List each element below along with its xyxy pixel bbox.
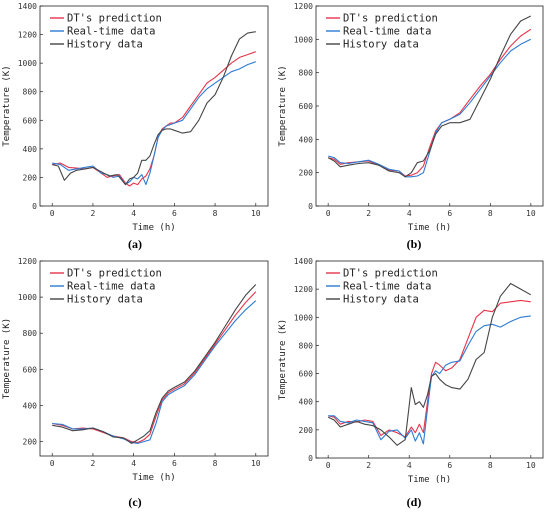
y-tick-label: 1200	[18, 257, 37, 266]
series-line-real-time-data	[328, 38, 532, 178]
x-axis-label: Time (h)	[132, 223, 175, 233]
x-axis-label: Time (h)	[132, 473, 175, 483]
y-tick-label: 1000	[18, 59, 37, 68]
legend-label: DT's prediction	[67, 13, 162, 25]
y-tick-label: 200	[299, 169, 314, 178]
panel-a: 0 2 4 6 8 10 0 200 400 600 800 1000 1200 1400 Time (h)…	[2, 2, 269, 251]
panel-caption: (a)	[128, 237, 142, 251]
plot-frame	[39, 5, 269, 207]
y-tick-label: 200	[23, 438, 38, 447]
x-tick-label: 2	[366, 209, 371, 218]
y-tick-label: 200	[23, 173, 38, 182]
y-tick-label: 200	[299, 426, 314, 435]
x-tick-label: 6	[447, 209, 452, 218]
legend-label: Real-time data	[67, 281, 156, 293]
x-tick-label: 6	[172, 459, 177, 468]
y-tick-label: 1000	[18, 293, 37, 302]
x-tick-label: 10	[526, 209, 536, 218]
y-axis-label: Temperature (K)	[278, 319, 288, 400]
x-tick-label: 8	[488, 209, 493, 218]
legend-label: History data	[343, 39, 419, 51]
x-axis-label: Time (h)	[408, 223, 451, 233]
y-tick-label: 400	[23, 145, 38, 154]
plot-frame	[39, 260, 269, 457]
y-axis-label: Temperature (K)	[2, 318, 12, 399]
y-tick-label: 0	[308, 202, 313, 211]
panel-caption: (b)	[407, 237, 422, 251]
x-tick-label: 0	[50, 459, 55, 468]
panel-caption: (c)	[128, 495, 141, 509]
y-tick-label: 1200	[294, 285, 313, 294]
x-tick-label: 4	[131, 209, 136, 218]
y-tick-label: 800	[299, 69, 314, 78]
x-tick-label: 8	[213, 459, 218, 468]
series-line-history-data	[52, 31, 256, 186]
panel-caption: (d)	[407, 495, 422, 509]
legend-label: Real-time data	[343, 26, 432, 38]
y-axis-label: Temperature (K)	[278, 65, 288, 146]
legend-label: DT's prediction	[67, 268, 162, 280]
panel-d: 0 2 4 6 8 10 0 200 400 600 800 1000 1200 1400 Time (h)…	[278, 257, 544, 509]
x-tick-label: 0	[326, 461, 331, 470]
series-line-dt-s-prediction	[328, 299, 531, 438]
legend-label: Real-time data	[343, 281, 432, 293]
x-tick-label: 10	[526, 461, 536, 470]
x-tick-label: 4	[407, 209, 412, 218]
y-tick-label: 0	[32, 202, 37, 211]
x-tick-label: 10	[251, 459, 261, 468]
x-tick-label: 0	[50, 209, 55, 218]
x-tick-label: 0	[326, 209, 331, 218]
y-tick-label: 1000	[294, 313, 313, 322]
panel-c: 0 2 4 6 8 10 200 400 600 800 1000 1200 Time (h) Tempe…	[2, 257, 269, 509]
x-tick-label: 2	[91, 209, 96, 218]
y-tick-label: 0	[308, 454, 313, 463]
y-tick-label: 1000	[294, 35, 313, 44]
series-line-history-data	[327, 282, 532, 446]
plot-frame	[315, 260, 544, 459]
y-tick-label: 600	[299, 370, 314, 379]
legend-label: History data	[67, 39, 143, 51]
x-tick-label: 6	[172, 209, 177, 218]
y-tick-label: 1200	[18, 31, 37, 40]
legend-label: DT's prediction	[343, 268, 438, 280]
y-tick-label: 600	[23, 116, 38, 125]
y-axis-label: Temperature (K)	[2, 65, 12, 146]
y-tick-label: 800	[23, 88, 38, 97]
legend-label: Real-time data	[67, 26, 156, 38]
x-tick-label: 4	[131, 459, 136, 468]
y-tick-label: 1200	[294, 2, 313, 11]
y-tick-label: 1400	[294, 257, 313, 266]
panel-b: 0 2 4 6 8 10 0 200 400 600 800 1000 1200 Time (h) Temp…	[278, 2, 544, 251]
x-tick-label: 2	[91, 459, 96, 468]
x-axis-label: Time (h)	[408, 475, 451, 485]
x-tick-label: 2	[366, 461, 371, 470]
x-tick-label: 6	[447, 461, 452, 470]
y-tick-label: 1400	[18, 2, 37, 11]
series-line-real-time-data	[328, 315, 531, 445]
x-tick-label: 10	[251, 209, 261, 218]
y-tick-label: 400	[299, 398, 314, 407]
series-line-real-time-data	[52, 61, 256, 186]
series-line-history-data	[52, 284, 257, 444]
y-tick-label: 600	[299, 102, 314, 111]
series-line-history-data	[327, 15, 532, 178]
legend-label: DT's prediction	[343, 13, 438, 25]
y-tick-label: 800	[23, 329, 38, 338]
x-tick-label: 8	[213, 209, 218, 218]
y-tick-label: 600	[23, 365, 38, 374]
x-tick-label: 4	[407, 461, 412, 470]
legend-label: History data	[67, 294, 143, 306]
y-tick-label: 400	[23, 401, 38, 410]
x-tick-label: 8	[488, 461, 493, 470]
y-tick-label: 800	[299, 341, 314, 350]
legend-label: History data	[343, 294, 419, 306]
y-tick-label: 400	[299, 135, 314, 144]
